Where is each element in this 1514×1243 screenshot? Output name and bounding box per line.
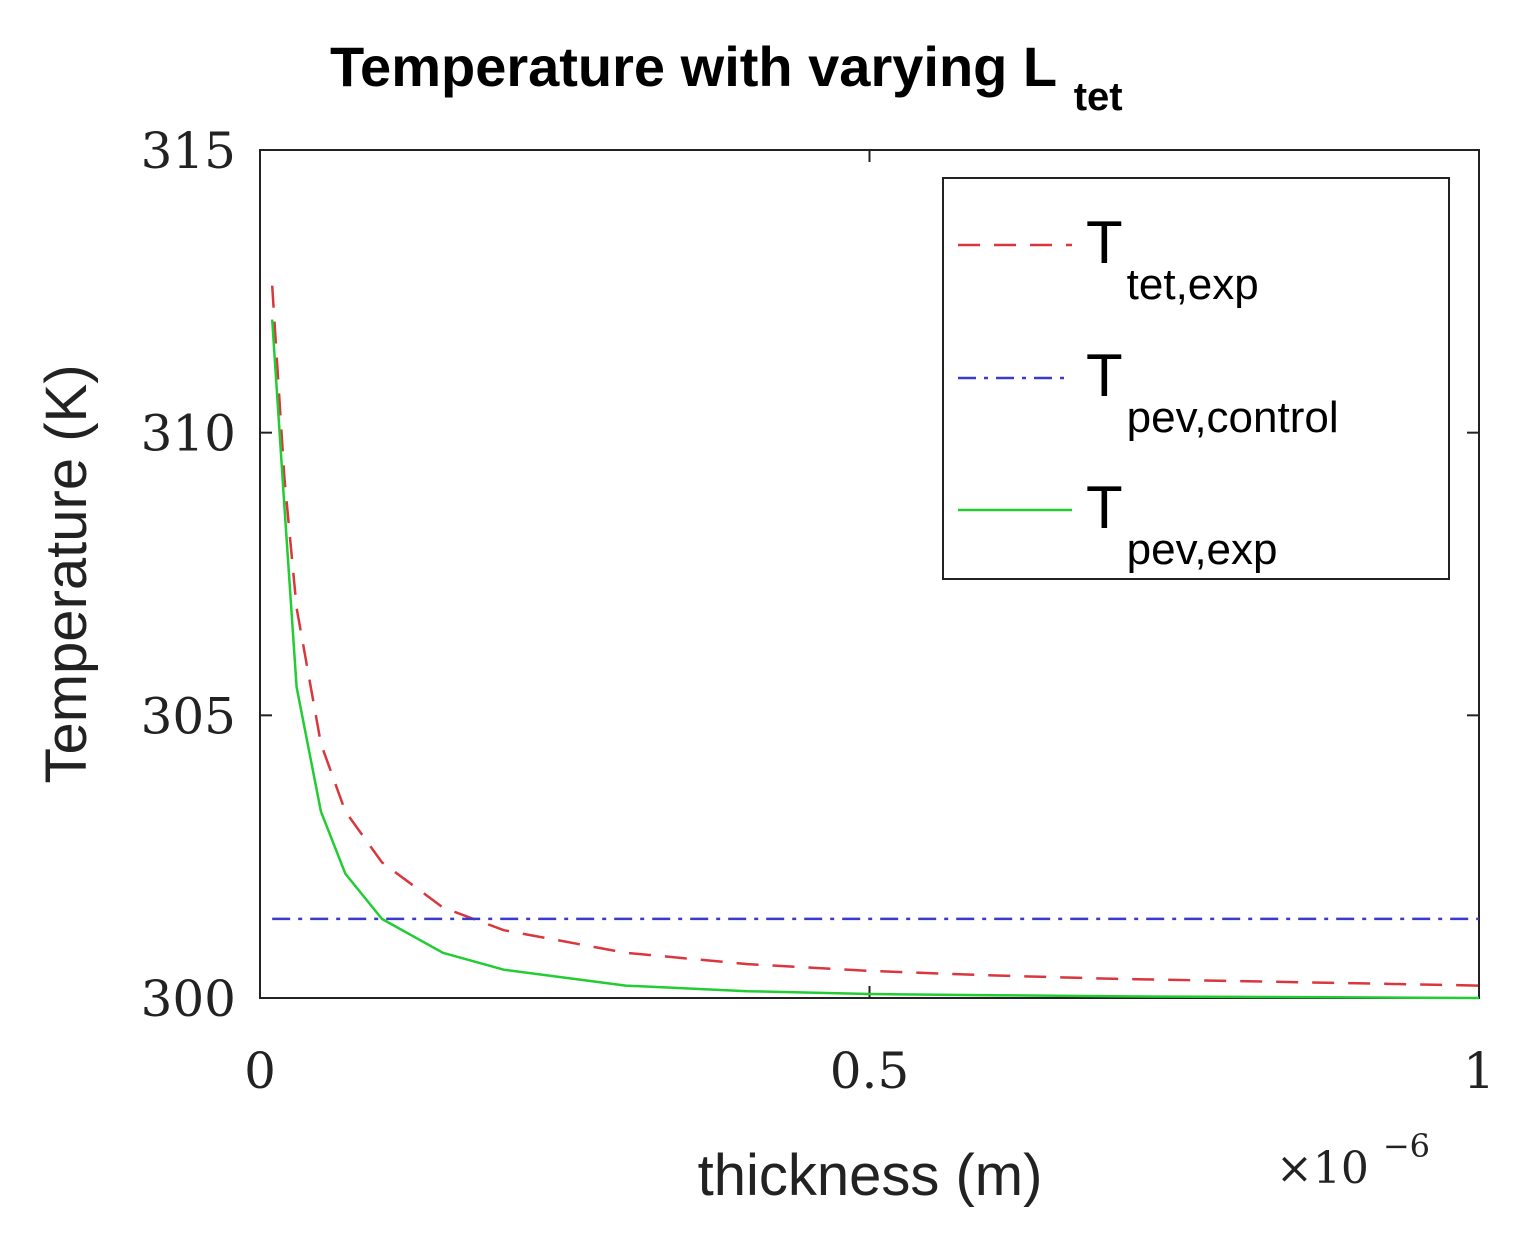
x-axis-label: thickness (m) — [698, 1143, 1043, 1208]
legend-label-main: T — [1086, 342, 1123, 409]
y-tick-label: 310 — [141, 405, 236, 463]
x-tick-label: 0 — [244, 1042, 276, 1100]
chart-title-subscript: tet — [1074, 75, 1123, 119]
axis-ticks: 0 0.5 1 300 305 310 315 — [141, 122, 1495, 1100]
chart-title-main: Temperature with varying L — [330, 35, 1056, 98]
series-line — [270, 285, 1480, 987]
legend-label: Tpev,control — [1086, 342, 1339, 442]
legend-label: Tpev,exp — [1086, 474, 1278, 574]
x-multiplier-base: ×10 — [1276, 1143, 1369, 1194]
series-group — [270, 285, 1480, 1000]
legend-label-sub: pev,control — [1127, 393, 1339, 442]
legend-box — [942, 177, 1450, 580]
y-tick-label: 305 — [141, 687, 236, 745]
y-axis-label: Temperature (K) — [34, 364, 99, 783]
y-tick-label: 300 — [141, 970, 236, 1028]
legend-label-main: T — [1086, 209, 1123, 276]
x-tick-label: 0.5 — [830, 1042, 910, 1100]
x-multiplier-exponent: −6 — [1383, 1127, 1430, 1165]
legend-label-sub: tet,exp — [1127, 260, 1259, 309]
chart-title: Temperature with varying L tet — [330, 35, 1123, 119]
x-axis-multiplier: ×10 −6 — [1276, 1127, 1430, 1194]
legend-label: Ttet,exp — [1086, 209, 1259, 309]
x-tick-label: 1 — [1463, 1042, 1495, 1100]
series-line — [270, 319, 1480, 1000]
y-tick-label: 315 — [141, 122, 236, 180]
legend-label-sub: pev,exp — [1127, 525, 1278, 574]
legend-label-main: T — [1086, 474, 1123, 541]
